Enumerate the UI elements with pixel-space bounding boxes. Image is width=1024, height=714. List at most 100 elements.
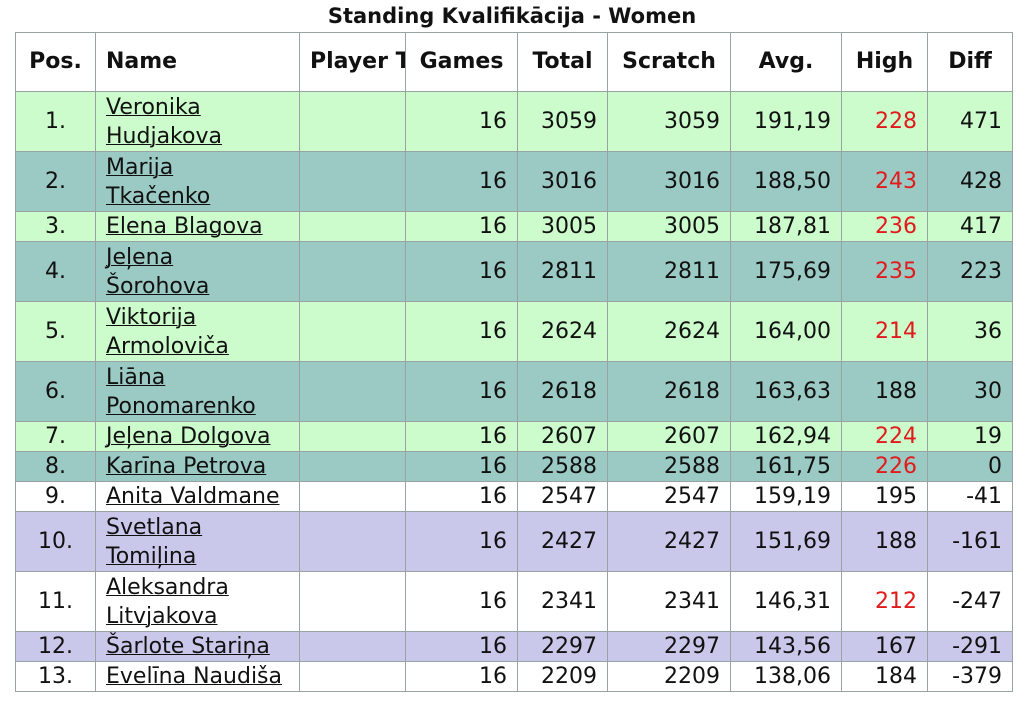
- team-cell: [299, 421, 406, 452]
- team-cell: [299, 451, 406, 482]
- pos-cell: 7.: [15, 421, 96, 452]
- player-name-link[interactable]: Jeļena Dolgova: [106, 424, 271, 449]
- scratch-cell: 3059: [607, 91, 731, 152]
- total-cell: 3059: [517, 91, 608, 152]
- avg-cell: 187,81: [730, 211, 842, 242]
- total-cell: 2209: [517, 661, 608, 692]
- player-name-link[interactable]: Svetlana Tomiļina: [106, 515, 202, 569]
- name-cell: Šarlote Stariņa: [95, 631, 300, 662]
- player-name-line2: Tkačenko: [106, 183, 211, 209]
- games-cell: 16: [405, 661, 518, 692]
- games-cell: 16: [405, 481, 518, 512]
- team-cell: [299, 211, 406, 242]
- table-row: 6. Liāna Ponomarenko 16 2618 2618 163,63 188 30: [15, 361, 1013, 422]
- player-name-link[interactable]: Elena Blagova: [106, 214, 263, 239]
- name-cell: Aleksandra Litvjakova: [95, 571, 300, 632]
- player-name-line2: Šorohova: [106, 273, 210, 299]
- table-row: 7. Jeļena Dolgova 16 2607 2607 162,94 224 19: [15, 421, 1013, 452]
- table-row: 1. Veronika Hudjakova 16 3059 3059 191,19 228 47…: [15, 91, 1013, 152]
- player-name-link[interactable]: Veronika Hudjakova: [106, 95, 222, 149]
- standings-title: Standing Kvalifikācija - Women: [327, 4, 697, 28]
- diff-cell: -41: [927, 481, 1013, 512]
- name-cell: Evelīna Naudiša: [95, 661, 300, 692]
- games-cell: 16: [405, 631, 518, 662]
- player-name-link[interactable]: Liāna Ponomarenko: [106, 365, 256, 419]
- scratch-cell: 2297: [607, 631, 731, 662]
- player-name-line1: Šarlote Stariņa: [106, 634, 270, 659]
- games-cell: 16: [405, 151, 518, 212]
- diff-cell: -247: [927, 571, 1013, 632]
- player-name-link[interactable]: Šarlote Stariņa: [106, 634, 270, 659]
- team-cell: [299, 91, 406, 152]
- player-name-line2: Hudjakova: [106, 123, 222, 149]
- pos-cell: 11.: [15, 571, 96, 632]
- avg-cell: 159,19: [730, 481, 842, 512]
- scratch-cell: 2624: [607, 301, 731, 362]
- diff-cell: 30: [927, 361, 1013, 422]
- table-row: 8. Karīna Petrova 16 2588 2588 161,75 226 0: [15, 451, 1013, 482]
- player-name-link[interactable]: Karīna Petrova: [106, 454, 266, 479]
- high-cell: 226: [841, 451, 928, 482]
- standings-body: 1. Veronika Hudjakova 16 3059 3059 191,19 228 47…: [15, 91, 1013, 692]
- team-cell: [299, 661, 406, 692]
- name-cell: Anita Valdmane: [95, 481, 300, 512]
- name-cell: Liāna Ponomarenko: [95, 361, 300, 422]
- diff-cell: -379: [927, 661, 1013, 692]
- table-row: 9. Anita Valdmane 16 2547 2547 159,19 195 -41: [15, 481, 1013, 512]
- total-cell: 2297: [517, 631, 608, 662]
- player-name-line2: Tomiļina: [106, 543, 197, 569]
- total-cell: 2427: [517, 511, 608, 572]
- player-name-link[interactable]: Aleksandra Litvjakova: [106, 575, 229, 629]
- avg-cell: 191,19: [730, 91, 842, 152]
- games-cell: 16: [405, 301, 518, 362]
- games-cell: 16: [405, 421, 518, 452]
- diff-cell: -291: [927, 631, 1013, 662]
- pos-cell: 3.: [15, 211, 96, 242]
- scratch-cell: 2341: [607, 571, 731, 632]
- header-games: Games: [405, 32, 518, 92]
- total-cell: 2588: [517, 451, 608, 482]
- table-row: 5. Viktorija Armoloviča 16 2624 2624 164,00 214…: [15, 301, 1013, 362]
- high-cell: 212: [841, 571, 928, 632]
- table-row: 2. Marija Tkačenko 16 3016 3016 188,50 243 428: [15, 151, 1013, 212]
- player-name-link[interactable]: Evelīna Naudiša: [106, 664, 282, 689]
- high-cell: 236: [841, 211, 928, 242]
- games-cell: 16: [405, 91, 518, 152]
- avg-cell: 161,75: [730, 451, 842, 482]
- player-name-line1: Liāna: [106, 364, 166, 390]
- pos-cell: 10.: [15, 511, 96, 572]
- player-name-link[interactable]: Anita Valdmane: [106, 484, 280, 509]
- player-name-line1: Marija: [106, 154, 174, 180]
- high-cell: 167: [841, 631, 928, 662]
- player-name-link[interactable]: Viktorija Armoloviča: [106, 305, 229, 359]
- diff-cell: 417: [927, 211, 1013, 242]
- team-cell: [299, 361, 406, 422]
- high-cell: 214: [841, 301, 928, 362]
- avg-cell: 175,69: [730, 241, 842, 302]
- avg-cell: 138,06: [730, 661, 842, 692]
- avg-cell: 162,94: [730, 421, 842, 452]
- total-cell: 2618: [517, 361, 608, 422]
- team-cell: [299, 301, 406, 362]
- high-cell: 188: [841, 361, 928, 422]
- scratch-cell: 2209: [607, 661, 731, 692]
- team-cell: [299, 571, 406, 632]
- avg-cell: 163,63: [730, 361, 842, 422]
- high-cell: 235: [841, 241, 928, 302]
- team-cell: [299, 511, 406, 572]
- team-cell: [299, 481, 406, 512]
- pos-cell: 5.: [15, 301, 96, 362]
- name-cell: Veronika Hudjakova: [95, 91, 300, 152]
- scratch-cell: 2427: [607, 511, 731, 572]
- header-pos: Pos.: [15, 32, 96, 92]
- pos-cell: 1.: [15, 91, 96, 152]
- player-name-line1: Elena Blagova: [106, 214, 263, 239]
- table-row: 10. Svetlana Tomiļina 16 2427 2427 151,69 188 -1…: [15, 511, 1013, 572]
- scratch-cell: 2547: [607, 481, 731, 512]
- pos-cell: 12.: [15, 631, 96, 662]
- avg-cell: 188,50: [730, 151, 842, 212]
- high-cell: 243: [841, 151, 928, 212]
- player-name-link[interactable]: Marija Tkačenko: [106, 155, 210, 209]
- name-cell: Marija Tkačenko: [95, 151, 300, 212]
- player-name-link[interactable]: Jeļena Šorohova: [106, 245, 209, 299]
